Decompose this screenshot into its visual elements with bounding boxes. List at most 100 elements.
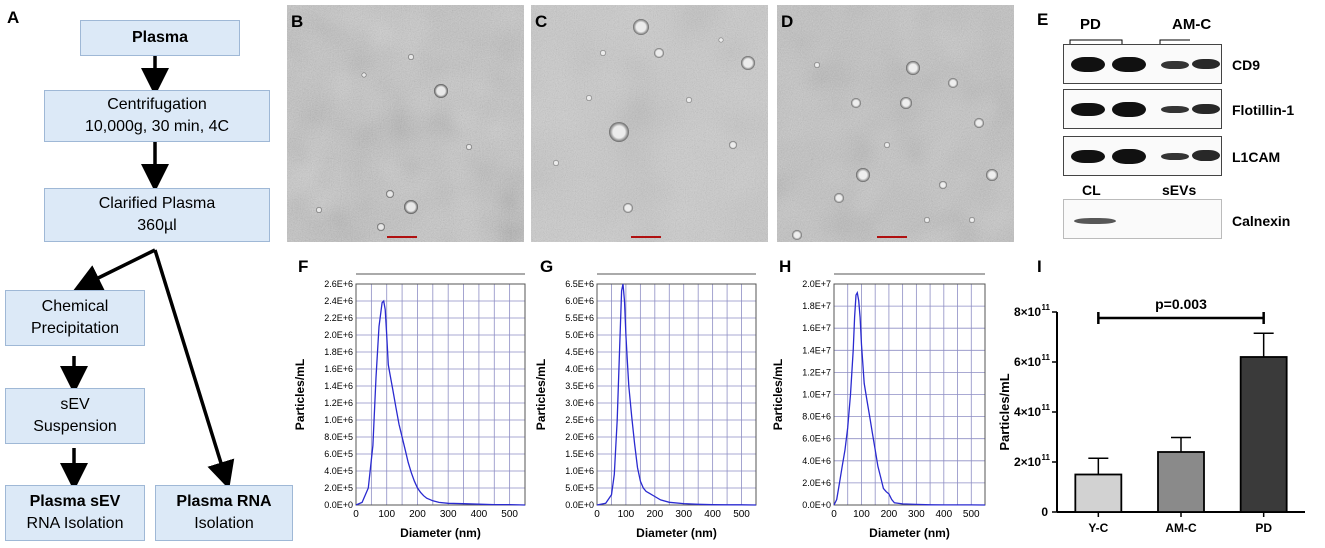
blot-band-flotillin-3 xyxy=(1161,106,1189,113)
y-tick-label: 1.0E+6 xyxy=(324,415,353,425)
y-tick-label: 0.0E+0 xyxy=(802,500,831,510)
flow-centrifugation-label: Centrifugation xyxy=(107,96,207,113)
plot-frame xyxy=(833,283,986,506)
panel-label-e: E xyxy=(1037,10,1049,29)
flow-sev-line2: Suspension xyxy=(33,418,117,435)
blot-band-cd9-1 xyxy=(1071,57,1105,72)
blot-band-flotillin-4 xyxy=(1192,104,1220,114)
y-tick-label: 2.0E+6 xyxy=(565,432,594,442)
y-tick-label: 8×10 xyxy=(1014,305,1041,319)
blot-strip-cd9 xyxy=(1063,44,1222,84)
x-axis-title: Diameter (nm) xyxy=(400,526,481,540)
y-tick-label: 6.0E+5 xyxy=(324,449,353,459)
y-axis-title: Particles/mL xyxy=(997,373,1012,450)
flow-chemical-line1: Chemical xyxy=(41,298,109,315)
bar-chart-i: 02×10 114×10 116×10 118×10 11Particles/mLY-C… xyxy=(997,296,1305,535)
x-axis-title: Diameter (nm) xyxy=(869,526,950,540)
y-tick-label: 1.0E+6 xyxy=(565,466,594,476)
x-tick-label: 500 xyxy=(501,509,518,520)
blot-band-flotillin-1 xyxy=(1071,103,1105,116)
y-tick-label: 1.8E+7 xyxy=(802,301,831,311)
y-tick-label: 1.4E+6 xyxy=(324,381,353,391)
x-tick-label: 300 xyxy=(675,509,692,520)
x-tick-label: 200 xyxy=(881,509,898,520)
y-tick-label: 2.0E+6 xyxy=(324,330,353,340)
y-tick-label: 6.0E+6 xyxy=(565,296,594,306)
bar xyxy=(1157,451,1205,513)
y-axis-title: Particles/mL xyxy=(534,359,548,430)
blot-row-label-cd9: CD9 xyxy=(1232,57,1261,73)
x-tick-label: PD xyxy=(1255,521,1272,535)
plot-frame xyxy=(596,283,757,506)
y-tick-label: 0 xyxy=(1041,505,1048,519)
x-tick-label: 0 xyxy=(594,509,600,520)
arrow-clarified-to-plasma-rna xyxy=(153,249,235,490)
y-tick-label: 2.2E+6 xyxy=(324,313,353,323)
blot-band-l1cam-3 xyxy=(1161,153,1189,160)
y-tick-label: 1.8E+6 xyxy=(324,347,353,357)
x-axis-title: Diameter (nm) xyxy=(636,526,717,540)
blot-row-label-flotillin: Flotillin-1 xyxy=(1232,102,1295,118)
flowchart-arrows xyxy=(60,55,235,491)
flow-centrifugation-params: 10,000g, 30 min, 4C xyxy=(84,118,230,135)
x-tick-label: 500 xyxy=(963,509,980,520)
y-tick-label: 6.5E+6 xyxy=(565,279,594,289)
tem-image-b: B xyxy=(287,5,524,242)
y-tick-exponent: 11 xyxy=(1042,353,1051,362)
blot-strip-flotillin xyxy=(1063,89,1222,129)
x-tick-label: 400 xyxy=(471,509,488,520)
blot-lane-cl: CL xyxy=(1082,182,1101,198)
flow-plasma-sev-line1: Plasma sEV xyxy=(29,493,121,510)
nta-chart-f: 0.0E+0 2.0E+5 4.0E+5 6.0E+5 8.0E+5 1.0E+6 1.2E… xyxy=(293,273,526,540)
flow-plasma-label: Plasma xyxy=(131,29,189,46)
nta-chart-h: 0.0E+0 2.0E+6 4.0E+6 6.0E+6 8.0E+6 1.0E+7 1.2E… xyxy=(771,273,986,540)
blot-row-label-l1cam: L1CAM xyxy=(1232,149,1281,165)
blot-band-l1cam-2 xyxy=(1112,149,1146,164)
y-tick-label: 1.0E+7 xyxy=(802,390,831,400)
y-tick-label: 4.0E+6 xyxy=(802,456,831,466)
y-tick-label: 2.5E+6 xyxy=(565,415,594,425)
y-tick-label: 8.0E+6 xyxy=(802,412,831,422)
x-tick-label: 200 xyxy=(409,509,426,520)
y-tick-label: 1.2E+7 xyxy=(802,367,831,377)
flow-box-clarified-plasma: Clarified Plasma 360µl xyxy=(44,188,270,242)
x-tick-label: 0 xyxy=(353,509,359,520)
bar xyxy=(1239,356,1288,513)
y-tick-label: 5.0E+6 xyxy=(565,330,594,340)
y-tick-label: 1.5E+6 xyxy=(565,449,594,459)
y-tick-label: 1.2E+6 xyxy=(324,398,353,408)
y-tick-exponent: 11 xyxy=(1042,403,1051,412)
y-tick-exponent: 11 xyxy=(1042,453,1051,462)
y-tick-exponent: 11 xyxy=(1042,303,1051,312)
flow-box-plasma-sev-rna: Plasma sEV RNA Isolation xyxy=(5,485,145,541)
blot-band-cd9-2 xyxy=(1112,57,1146,72)
y-tick-label: 6.0E+6 xyxy=(802,434,831,444)
y-tick-label: 5.5E+6 xyxy=(565,313,594,323)
blot-band-flotillin-2 xyxy=(1112,102,1146,117)
flow-box-sev-suspension: sEV Suspension xyxy=(5,388,145,444)
blot-band-calnexin-1 xyxy=(1074,218,1116,224)
flow-box-plasma: Plasma xyxy=(80,20,240,56)
x-tick-label: 100 xyxy=(618,509,635,520)
x-tick-label: 300 xyxy=(908,509,925,520)
y-tick-label: 2.6E+6 xyxy=(324,279,353,289)
panel-label-a: A xyxy=(7,8,20,27)
arrow-clarified-to-chemical xyxy=(73,248,156,291)
y-tick-label: 2.0E+6 xyxy=(802,478,831,488)
y-tick-label: 0.0E+0 xyxy=(565,500,594,510)
x-tick-label: AM-C xyxy=(1165,521,1197,535)
tem-micrograph-b: B xyxy=(287,5,524,242)
blot-band-cd9-4 xyxy=(1192,59,1220,69)
y-tick-label: 3.0E+6 xyxy=(565,398,594,408)
y-tick-label: 4×10 xyxy=(1014,405,1041,419)
flow-clarified-label: Clarified Plasma xyxy=(98,195,216,212)
panel-label-b: B xyxy=(291,12,303,31)
panel-label-g: G xyxy=(540,257,554,276)
x-tick-label: 0 xyxy=(831,509,837,520)
blot-row-label-calnexin: Calnexin xyxy=(1232,213,1291,229)
tem-micrograph-d: D xyxy=(777,5,1014,242)
flow-box-chemical-precipitation: Chemical Precipitation xyxy=(5,290,145,346)
y-tick-label: 0.0E+0 xyxy=(324,500,353,510)
y-tick-label: 4.0E+5 xyxy=(324,466,353,476)
panel-label-c: C xyxy=(535,12,547,31)
